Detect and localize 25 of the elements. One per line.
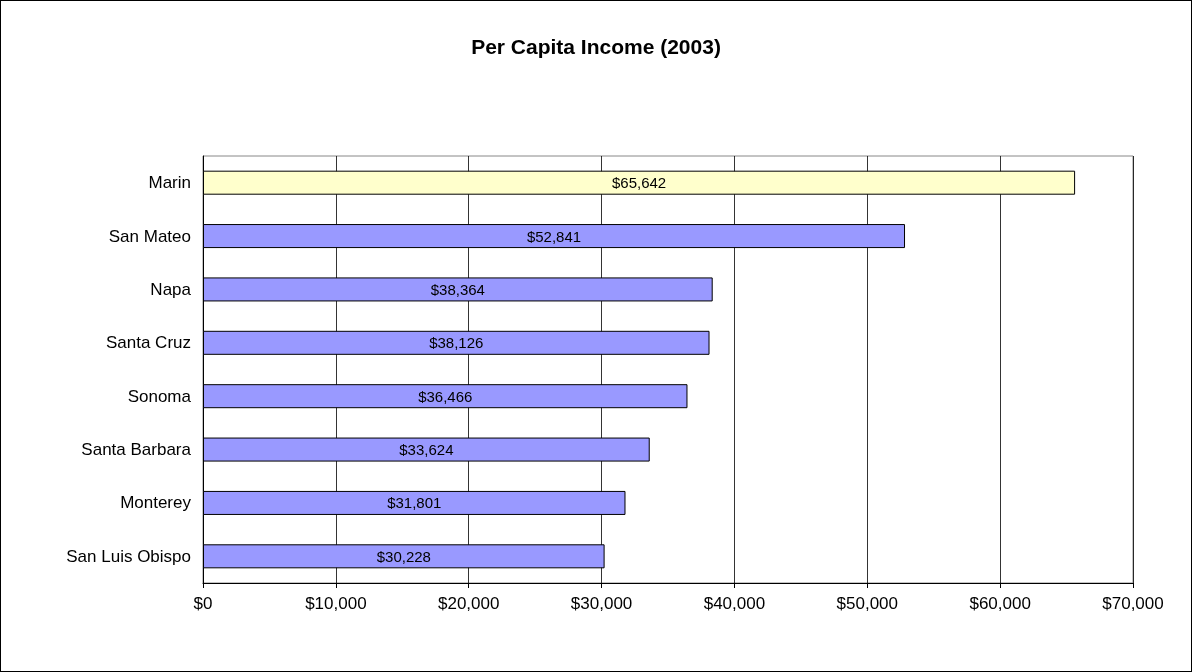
x-tick-label: $20,000 (437, 594, 500, 613)
x-tick-label: $10,000 (305, 594, 367, 613)
data-label: $30,228 (376, 547, 431, 565)
y-tick-label: Monterey (120, 493, 192, 513)
data-label: $36,466 (418, 387, 473, 405)
x-tick-label: $40,000 (703, 594, 766, 613)
y-tick-label: San Luis Obispo (66, 546, 191, 566)
data-label: $52,841 (526, 227, 582, 245)
data-label: $65,642 (611, 174, 667, 192)
x-tick-label: $50,000 (836, 594, 899, 613)
y-tick-label: San Mateo (108, 226, 191, 246)
y-tick-label: Napa (150, 279, 192, 299)
y-tick-label: Sonoma (127, 386, 192, 406)
data-label: $33,624 (399, 441, 454, 459)
x-tick-label: $0 (193, 594, 213, 613)
y-tick-label: Santa Barbara (81, 440, 192, 460)
x-tick-label: $60,000 (969, 594, 1031, 613)
data-label: $31,801 (387, 494, 442, 512)
y-tick-label: Marin (148, 173, 191, 193)
x-tick-label: $30,000 (570, 594, 633, 613)
data-label: $38,364 (430, 280, 485, 298)
y-tick-label: Santa Cruz (105, 333, 191, 353)
x-tick-label: $70,000 (1102, 594, 1164, 613)
chart-title: Per Capita Income (2003) (471, 35, 721, 58)
data-label: $38,126 (429, 334, 484, 352)
